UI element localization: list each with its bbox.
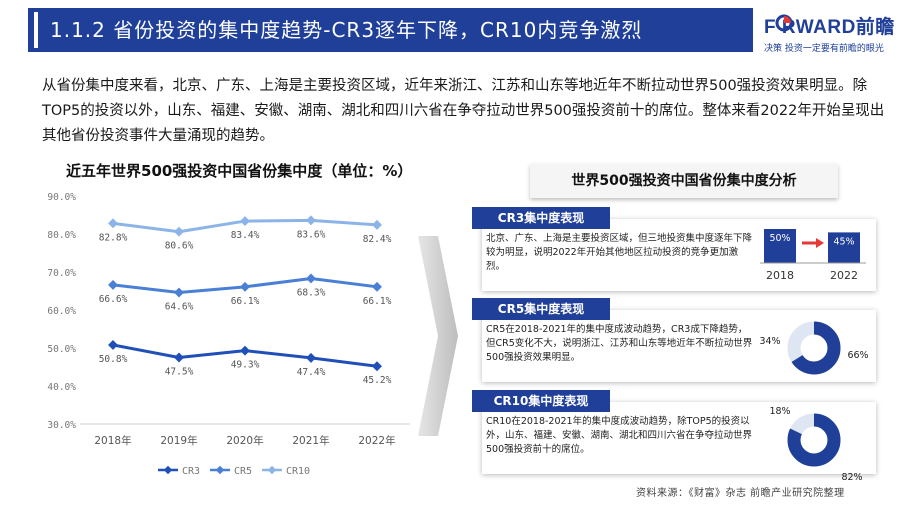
data-label-cr5: 64.6%: [165, 302, 194, 313]
y-tick-label: 30.0%: [47, 420, 76, 431]
cr3-bar-2018: [764, 229, 796, 263]
source-note: 资料来源：《财富》杂志 前瞻产业研究院整理: [636, 488, 845, 499]
data-label-cr3: 49.3%: [231, 360, 260, 371]
legend-label-cr10: CR10: [286, 466, 310, 477]
x-tick-label: 2020年: [226, 434, 263, 447]
data-label-cr10: 82.4%: [363, 234, 392, 245]
legend-label-cr5: CR5: [234, 466, 252, 477]
cr3-bar-year: 2022: [830, 269, 858, 282]
cr10-donut-slice-main: [787, 413, 841, 467]
data-point-cr5: [174, 287, 184, 298]
header-accent: [34, 12, 38, 48]
data-label-cr5: 66.1%: [363, 296, 392, 307]
data-label-cr10: 83.6%: [297, 229, 326, 240]
data-point-cr10: [174, 226, 184, 237]
cr5-donut-label: 34%: [759, 336, 780, 347]
cr3-bar-year: 2018: [766, 269, 794, 282]
cr10-donut-chart: 82% 18%: [769, 406, 862, 480]
data-point-cr3: [174, 352, 184, 363]
data-label-cr3: 45.2%: [363, 375, 392, 386]
data-label-cr10: 82.8%: [99, 232, 128, 243]
cr5-donut-label: 66%: [847, 350, 868, 361]
chevron-right-icon: [418, 236, 458, 436]
legend-marker: [267, 465, 277, 475]
analysis-panel-title: 世界500强投资中国省份集中度分析: [530, 164, 838, 198]
data-label-cr3: 50.8%: [99, 354, 128, 365]
cr10-card: CR10集中度表现 CR10在2018-2021年的集中度成波动趋势，除TOP5…: [470, 390, 878, 480]
cr3-bar-value: 45%: [833, 236, 854, 247]
legend-label-cr3: CR3: [182, 466, 200, 477]
cr5-donut-slice-main: [787, 321, 841, 375]
cr5-donut-chart: 66% 34%: [759, 321, 869, 375]
y-tick-label: 80.0%: [47, 230, 76, 241]
cr3-tag: CR3集中度表现: [472, 207, 610, 229]
cr5-tag: CR5集中度表现: [472, 298, 610, 320]
cr3-card-box: [482, 219, 876, 291]
data-label-cr5: 66.1%: [231, 296, 260, 307]
cr10-description: CR10在2018-2021年的集中度成波动趋势，除TOP5的投资以外，山东、福…: [486, 416, 753, 455]
data-label-cr10: 83.4%: [231, 230, 260, 241]
cr3-mini-bar-chart: 50% 2018 45% 2022: [760, 229, 866, 282]
data-label-cr5: 68.3%: [297, 287, 326, 298]
line-chart: 30.0% 40.0% 50.0% 60.0% 70.0% 80.0% 90.0% 2018年…: [47, 192, 410, 477]
intro-paragraph: 从省份集中度来看，北京、广东、上海是主要投资区域，近年来浙江、江苏和山东等地近年…: [42, 78, 885, 144]
data-point-cr10: [108, 218, 118, 229]
y-tick-label: 40.0%: [47, 382, 76, 393]
data-label-cr3: 47.5%: [165, 367, 194, 378]
logo-slogan: 决策 投资一定要有前瞻的眼光: [764, 44, 884, 54]
page-title: 1.1.2 省份投资的集中度趋势-CR3逐年下降，CR10内竞争激烈: [50, 18, 643, 42]
header-bar: [28, 8, 753, 52]
data-point-cr3: [240, 345, 250, 356]
slide-header: 1.1.2 省份投资的集中度趋势-CR3逐年下降，CR10内竞争激烈 F RWA…: [0, 0, 920, 58]
legend-marker: [215, 465, 225, 475]
data-point-cr3: [306, 352, 316, 363]
data-point-cr5: [306, 273, 316, 284]
data-point-cr5: [372, 281, 382, 292]
data-label-cr3: 47.4%: [297, 367, 326, 378]
brand-logo: F RWARD前瞻 决策 投资一定要有前瞻的眼光: [764, 12, 914, 54]
data-point-cr3: [108, 340, 118, 350]
data-label-cr10: 80.6%: [165, 241, 194, 252]
cr3-card: CR3集中度表现 北京、广东、上海是主要投资区域，但三地投资集中度逐年下降较为明…: [470, 207, 878, 295]
x-tick-label: 2019年: [160, 434, 197, 447]
data-point-cr3: [372, 361, 382, 372]
logo-main-text: F RWARD前瞻: [764, 17, 895, 38]
logo-o-icon: [775, 14, 793, 32]
data-point-cr10: [306, 215, 316, 226]
x-tick-label: 2018年: [94, 434, 131, 447]
x-tick-label: 2021年: [292, 434, 329, 447]
legend-marker: [163, 465, 173, 475]
cr10-tag: CR10集中度表现: [472, 390, 610, 412]
y-tick-label: 50.0%: [47, 344, 76, 355]
y-tick-label: 60.0%: [47, 306, 76, 317]
arrow-head-icon: [816, 238, 824, 248]
cr5-description: CR5在2018-2021年的集中度成波动趋势，CR3成下降趋势，但CR5变化不…: [486, 324, 753, 363]
cr10-donut-label: 18%: [769, 406, 790, 417]
y-tick-label: 70.0%: [47, 268, 76, 279]
y-tick-label: 90.0%: [47, 192, 76, 203]
data-point-cr10: [372, 219, 382, 230]
data-point-cr5: [108, 279, 118, 290]
data-point-cr10: [240, 216, 250, 227]
chart-title: 近五年世界500强投资中国省份集中度（单位：%）: [66, 162, 413, 180]
cr3-bar-value: 50%: [769, 233, 790, 244]
data-label-cr5: 66.6%: [99, 294, 128, 305]
cr10-donut-label: 82%: [841, 472, 862, 480]
data-point-cr5: [240, 281, 250, 292]
cr3-description: 北京、广东、上海是主要投资区域，但三地投资集中度逐年下降较为明显，说明2022年…: [486, 233, 753, 272]
cr3-bar-2022: [828, 232, 860, 263]
x-tick-label: 2022年: [358, 434, 395, 447]
cr5-card: CR5集中度表现 CR5在2018-2021年的集中度成波动趋势，CR3成下降趋…: [470, 298, 878, 386]
